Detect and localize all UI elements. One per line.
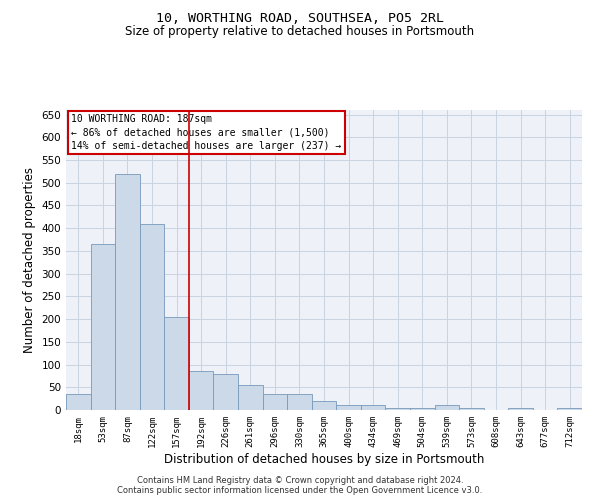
- Bar: [189, 372, 214, 410]
- Bar: [91, 244, 115, 410]
- Bar: [459, 408, 484, 410]
- Y-axis label: Number of detached properties: Number of detached properties: [23, 167, 36, 353]
- Bar: [214, 374, 238, 410]
- Bar: [312, 401, 336, 410]
- Bar: [385, 408, 410, 410]
- Bar: [263, 394, 287, 410]
- X-axis label: Distribution of detached houses by size in Portsmouth: Distribution of detached houses by size …: [164, 452, 484, 466]
- Bar: [287, 394, 312, 410]
- Bar: [140, 224, 164, 410]
- Bar: [508, 408, 533, 410]
- Text: 10, WORTHING ROAD, SOUTHSEA, PO5 2RL: 10, WORTHING ROAD, SOUTHSEA, PO5 2RL: [156, 12, 444, 26]
- Text: Size of property relative to detached houses in Portsmouth: Size of property relative to detached ho…: [125, 25, 475, 38]
- Bar: [115, 174, 140, 410]
- Bar: [66, 394, 91, 410]
- Text: Contains public sector information licensed under the Open Government Licence v3: Contains public sector information licen…: [118, 486, 482, 495]
- Text: 10 WORTHING ROAD: 187sqm
← 86% of detached houses are smaller (1,500)
14% of sem: 10 WORTHING ROAD: 187sqm ← 86% of detach…: [71, 114, 341, 151]
- Bar: [434, 406, 459, 410]
- Bar: [164, 317, 189, 410]
- Bar: [238, 385, 263, 410]
- Bar: [336, 406, 361, 410]
- Bar: [557, 408, 582, 410]
- Bar: [410, 408, 434, 410]
- Text: Contains HM Land Registry data © Crown copyright and database right 2024.: Contains HM Land Registry data © Crown c…: [137, 476, 463, 485]
- Bar: [361, 406, 385, 410]
